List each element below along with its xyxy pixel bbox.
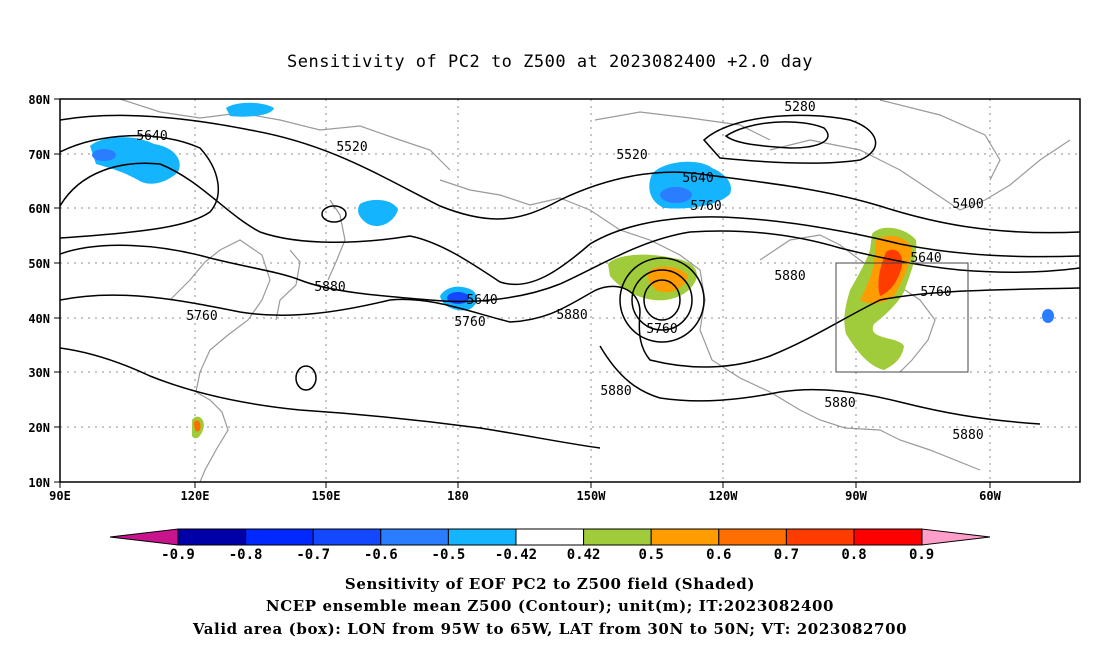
positive-patch-taiwan: [192, 416, 204, 439]
colorbar-label: 0.6: [706, 547, 731, 563]
colorbar-box: [785, 528, 855, 546]
contour-labels: 5640 5520 5520 5280 5640 5760 5400 5640 …: [136, 100, 983, 443]
contour-label: 5640: [136, 129, 167, 144]
colorbar-label: 0.42: [567, 547, 601, 563]
colorbar-label: -0.8: [229, 547, 263, 563]
lon-tick-label: 90W: [845, 489, 867, 503]
colorbar: -0.9 -0.8 -0.7 -0.6 -0.5 -0.42 0.42 0.5 0.6 0.7 0.…: [109, 528, 991, 563]
negative-patch-atlantic: [1042, 309, 1054, 323]
colorbar-label: -0.9: [161, 547, 195, 563]
contour-label: 5640: [682, 171, 713, 186]
negative-patch-gulf-of-alaska: [649, 161, 732, 209]
map-panel: 5640 5520 5520 5280 5640 5760 5400 5640 …: [60, 99, 1080, 482]
contour-label: 5640: [910, 251, 941, 266]
contour-label: 5640: [466, 293, 497, 308]
lon-tick-label: 180: [447, 489, 469, 503]
lat-tick-label: 10N: [28, 476, 50, 490]
colorbar-label: -0.5: [432, 547, 466, 563]
lat-tick-label: 30N: [28, 366, 50, 380]
lat-tick-label: 20N: [28, 421, 50, 435]
lat-axis: 80N 70N 60N 50N 40N 30N 20N 10N: [28, 93, 60, 490]
colorbar-label: 0.8: [841, 547, 866, 563]
lon-tick-label: 150E: [312, 489, 341, 503]
valid-area-box: [835, 262, 969, 373]
figure-title: Sensitivity of PC2 to Z500 at 2023082400…: [287, 52, 813, 72]
lon-tick-label: 60W: [979, 489, 1001, 503]
colorbar-label: 0.7: [774, 547, 799, 563]
negative-patch-north-siberia: [226, 102, 274, 117]
lat-tick-label: 80N: [28, 93, 50, 107]
sensitivity-shading: [90, 102, 1054, 439]
contour-label: 5880: [774, 269, 805, 284]
colorbar-box: [312, 528, 382, 546]
colorbar-box: [583, 528, 652, 546]
negative-patch-kamchatka: [358, 199, 398, 227]
colorbar-box: [515, 528, 585, 546]
map-frame: [59, 98, 1081, 483]
colorbar-box: [447, 528, 517, 546]
colorbar-labels: -0.9 -0.8 -0.7 -0.6 -0.5 -0.42 0.42 0.5 0.6 0.7 0.…: [161, 547, 934, 563]
contour-label: 5520: [336, 140, 367, 155]
contour-label: 5880: [556, 308, 587, 323]
positive-patch-northeast-pacific: [608, 254, 697, 301]
caption-line-2: NCEP ensemble mean Z500 (Contour); unit(…: [266, 597, 834, 615]
colorbar-box: [853, 528, 923, 546]
lat-tick-label: 40N: [28, 312, 50, 326]
negative-patch-siberia: [90, 137, 180, 184]
contour-label: 5880: [314, 280, 345, 295]
colorbar-label: 0.5: [639, 547, 664, 563]
contour-label: 5880: [600, 384, 631, 399]
lat-tick-label: 60N: [28, 202, 50, 216]
lat-tick-label: 70N: [28, 148, 50, 162]
contour-label: 5280: [784, 100, 815, 115]
lon-tick-label: 120E: [181, 489, 210, 503]
positive-patch-eastern-us: [844, 227, 917, 370]
z500-contours: [60, 114, 1080, 449]
lon-tick-label: 150W: [577, 489, 607, 503]
colorbar-low-triangle: [109, 528, 179, 546]
contour-label: 5760: [920, 285, 951, 300]
lon-axis: 90E 120E 150E 180 150W 120W 90W 60W: [49, 482, 1002, 503]
colorbar-box: [650, 528, 720, 546]
colorbar-box: [177, 528, 247, 546]
lon-tick-label: 90E: [49, 489, 71, 503]
lon-tick-label: 120W: [709, 489, 739, 503]
contour-label: 5760: [454, 315, 485, 330]
colorbar-high-triangle: [921, 528, 991, 546]
colorbar-box: [718, 528, 787, 546]
colorbar-label: 0.9: [909, 547, 934, 563]
contour-label: 5880: [824, 396, 855, 411]
colorbar-box: [245, 528, 314, 546]
coastlines: [119, 99, 1071, 482]
colorbar-boxes: [177, 528, 923, 546]
colorbar-label: -0.7: [296, 547, 330, 563]
lat-tick-label: 50N: [28, 257, 50, 271]
caption-line-1: Sensitivity of EOF PC2 to Z500 field (Sh…: [345, 575, 755, 593]
colorbar-label: -0.42: [495, 547, 537, 563]
contour-label: 5880: [952, 428, 983, 443]
colorbar-label: -0.6: [364, 547, 398, 563]
contour-label: 5400: [952, 197, 983, 212]
colorbar-box: [380, 528, 449, 546]
contour-label: 5760: [186, 309, 217, 324]
contour-label: 5760: [646, 322, 677, 337]
caption-line-3: Valid area (box): LON from 95W to 65W, L…: [192, 620, 907, 638]
contour-label: 5760: [690, 199, 721, 214]
contour-label: 5520: [616, 148, 647, 163]
